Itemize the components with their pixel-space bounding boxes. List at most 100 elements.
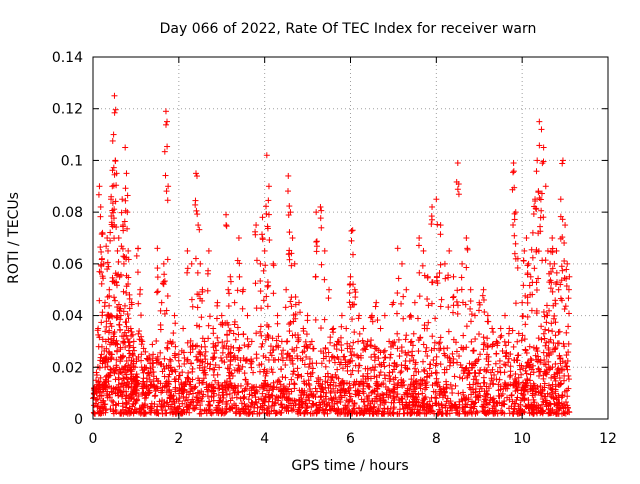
data-point <box>312 316 319 323</box>
data-point <box>105 247 112 254</box>
data-point <box>161 271 168 278</box>
data-point <box>107 229 114 236</box>
data-point <box>164 344 171 351</box>
data-point <box>234 367 241 374</box>
data-point <box>475 307 482 314</box>
data-point <box>309 365 316 372</box>
data-point <box>555 286 562 293</box>
data-point <box>377 369 384 376</box>
data-point <box>161 148 168 155</box>
data-point <box>416 235 423 241</box>
data-point <box>124 192 131 199</box>
data-point <box>111 109 118 116</box>
data-point <box>283 338 290 345</box>
data-point <box>476 370 483 377</box>
data-point <box>543 403 550 410</box>
data-point <box>261 247 268 254</box>
data-point <box>497 325 504 332</box>
data-point <box>446 247 453 254</box>
data-point <box>225 303 232 310</box>
data-point <box>98 351 105 358</box>
data-point <box>470 376 477 383</box>
data-point <box>538 323 545 330</box>
data-point <box>387 351 394 358</box>
data-point <box>437 303 444 310</box>
data-point <box>136 328 143 335</box>
data-point <box>295 338 302 345</box>
data-point <box>565 295 572 302</box>
data-point <box>294 332 301 339</box>
data-point <box>110 131 117 138</box>
data-point <box>264 410 271 417</box>
data-point <box>481 379 488 386</box>
data-point <box>248 338 255 345</box>
data-point <box>561 257 568 264</box>
data-point <box>395 275 402 282</box>
data-point <box>563 266 570 273</box>
data-point <box>540 214 547 221</box>
data-point <box>210 330 217 337</box>
data-point <box>508 391 515 398</box>
data-point <box>270 290 277 297</box>
data-point <box>331 342 338 349</box>
data-point <box>458 274 465 281</box>
data-point <box>165 373 172 380</box>
data-point <box>535 365 542 372</box>
data-point <box>217 354 224 361</box>
data-point <box>253 355 260 362</box>
data-point <box>193 170 199 177</box>
data-point <box>258 305 265 312</box>
data-point <box>286 381 293 388</box>
data-point <box>106 286 113 293</box>
data-point <box>318 325 325 332</box>
data-point <box>456 374 463 381</box>
data-point <box>453 348 460 355</box>
data-point <box>259 231 266 238</box>
data-point <box>525 260 532 267</box>
data-point <box>371 351 378 358</box>
data-point <box>163 188 170 195</box>
data-point <box>450 309 457 316</box>
data-point <box>253 330 260 337</box>
data-point <box>438 296 445 303</box>
data-point <box>218 312 225 319</box>
data-point <box>263 203 270 210</box>
data-point <box>536 118 543 125</box>
data-point <box>110 278 117 285</box>
data-point <box>537 196 544 203</box>
data-point <box>223 211 230 218</box>
data-point <box>116 321 123 328</box>
data-point <box>552 332 559 339</box>
data-point <box>270 262 277 269</box>
data-point <box>171 312 178 319</box>
data-point <box>135 330 142 337</box>
data-point <box>542 183 549 190</box>
data-point <box>470 347 477 354</box>
data-point <box>437 334 444 341</box>
data-point <box>326 286 333 293</box>
data-point <box>515 403 522 410</box>
data-point <box>303 353 310 360</box>
data-point <box>313 248 320 255</box>
data-point <box>521 247 528 254</box>
data-point <box>524 313 531 320</box>
data-point <box>480 286 487 293</box>
data-point <box>303 331 310 338</box>
x-tick-label: 12 <box>599 431 617 447</box>
data-point <box>225 365 232 372</box>
data-point <box>382 354 389 361</box>
data-point <box>520 312 527 319</box>
data-point <box>99 309 106 316</box>
data-point <box>527 355 534 362</box>
data-point <box>225 372 232 379</box>
data-point <box>259 340 266 347</box>
data-point <box>444 345 451 352</box>
data-point <box>384 405 391 412</box>
data-point <box>165 183 172 190</box>
data-point <box>236 273 243 280</box>
data-point <box>381 372 388 379</box>
data-point <box>522 346 529 353</box>
x-tick-label: 6 <box>346 431 355 447</box>
data-point <box>347 393 354 400</box>
data-point <box>287 298 294 305</box>
